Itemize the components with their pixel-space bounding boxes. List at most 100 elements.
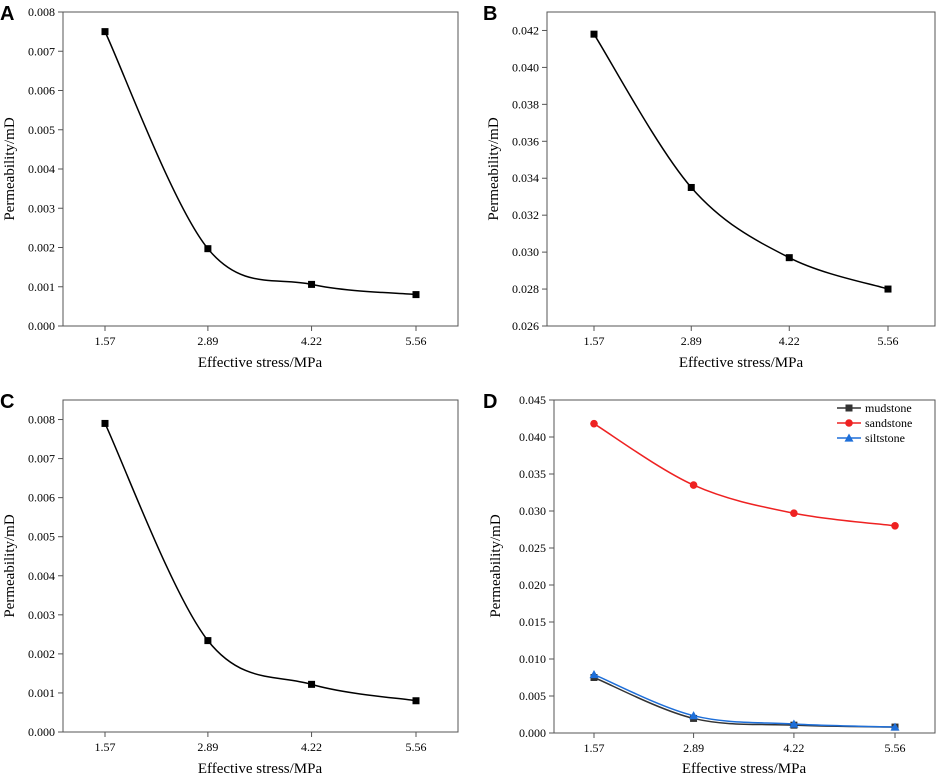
y-tick-label-b: 0.038 — [512, 97, 539, 111]
data-point-sandstone-b — [785, 254, 793, 262]
panel-label-a: A — [0, 3, 14, 25]
data-point-sandstone-d — [590, 419, 598, 428]
chart-b: 0.026 0.028 0.030 0.032 0.034 0.036 0.038 0.040… — [512, 23, 899, 348]
y-tick-label-b: 0.030 — [512, 245, 539, 259]
x-tick-label-a: 2.89 — [197, 334, 218, 348]
y-tick-label-d: 0.000 — [519, 726, 546, 740]
y-tick-label-a: 0.006 — [28, 84, 55, 98]
data-point-sandstone-b — [884, 285, 892, 293]
data-point-siltstone-c — [101, 419, 109, 427]
y-tick-label-c: 0.001 — [28, 686, 55, 700]
y-tick-label-c: 0.000 — [28, 725, 55, 739]
legend-label-sandstone: sandstone — [865, 416, 912, 430]
data-point-siltstone-d — [689, 711, 699, 720]
y-tick-label-b: 0.032 — [512, 208, 539, 222]
plot-area-c — [62, 399, 459, 733]
y-axis-title-a: Permeability/mD — [2, 117, 18, 220]
x-axis-title-c: Effective stress/MPa — [198, 761, 323, 774]
series-line-sandstone-d — [593, 423, 896, 527]
legend-label-siltstone: siltstone — [865, 431, 905, 445]
x-tick-label-c: 2.89 — [197, 740, 218, 754]
x-tick-label-c: 5.56 — [406, 740, 427, 754]
x-tick-label-c: 4.22 — [301, 740, 322, 754]
y-tick-label-d: 0.035 — [519, 467, 546, 481]
y-axis-title-c: Permeability/mD — [2, 514, 18, 617]
x-tick-label-b: 4.22 — [779, 334, 800, 348]
x-tick-label-d: 2.89 — [683, 741, 704, 755]
y-tick-label-d: 0.020 — [519, 578, 546, 592]
plot-area-d — [553, 399, 936, 734]
panel-label-c: C — [0, 391, 14, 413]
panel-label-d: D — [483, 391, 497, 413]
series-line-siltstone-d — [593, 673, 896, 728]
data-point-mudstone-a — [412, 291, 420, 299]
data-point-siltstone-c — [412, 697, 420, 705]
x-tick-label-a: 5.56 — [406, 334, 427, 348]
y-tick-label-b: 0.036 — [512, 134, 539, 148]
panel-a: A 0.0000.0010.0020.0030.0040.0050.0060.0… — [0, 3, 459, 371]
plot-area-b — [546, 11, 936, 327]
y-tick-label-c: 0.007 — [28, 452, 55, 466]
y-tick-label-a: 0.008 — [28, 5, 55, 19]
y-tick-label-b: 0.026 — [512, 319, 539, 333]
y-tick-label-b: 0.028 — [512, 282, 539, 296]
x-tick-label-d: 5.56 — [885, 741, 906, 755]
panel-c: C 0.0000.0010.0020.0030.0040.0050.0060.0… — [0, 391, 459, 774]
legend-marker-siltstone — [844, 433, 854, 442]
legend-marker-mudstone — [845, 404, 853, 412]
y-tick-label-c: 0.006 — [28, 491, 55, 505]
y-tick-label-c: 0.004 — [28, 569, 55, 583]
data-point-siltstone-d — [890, 722, 900, 731]
y-axis-title-d: Permeability/mD — [488, 514, 504, 617]
data-point-siltstone-d — [789, 719, 799, 728]
y-tick-label-d: 0.005 — [519, 689, 546, 703]
y-tick-label-b: 0.040 — [512, 60, 539, 74]
x-tick-label-a: 1.57 — [95, 334, 116, 348]
y-tick-label-d: 0.040 — [519, 430, 546, 444]
y-tick-label-d: 0.015 — [519, 615, 546, 629]
data-point-sandstone-b — [687, 183, 695, 191]
data-point-mudstone-a — [101, 28, 109, 36]
y-tick-label-a: 0.003 — [28, 201, 55, 215]
data-point-siltstone-c — [204, 637, 212, 645]
y-tick-label-b: 0.034 — [512, 171, 539, 185]
y-axis-title-b: Permeability/mD — [486, 117, 502, 220]
series-line-mudstone-d — [593, 676, 896, 728]
data-point-mudstone-a — [204, 245, 212, 253]
chart-a: 0.000 0.001 0.002 0.003 0.004 0.005 0.006 0.007… — [28, 5, 427, 348]
y-tick-label-c: 0.008 — [28, 413, 55, 427]
series-line-siltstone-c — [104, 423, 417, 702]
y-tick-label-c: 0.002 — [28, 647, 55, 661]
y-tick-label-a: 0.001 — [28, 280, 55, 294]
x-tick-label-d: 1.57 — [584, 741, 605, 755]
y-tick-label-a: 0.002 — [28, 241, 55, 255]
legend-label-mudstone: mudstone — [865, 401, 912, 415]
series-line-sandstone-b — [593, 33, 889, 290]
y-tick-label-c: 0.003 — [28, 608, 55, 622]
data-point-mudstone-a — [308, 280, 316, 288]
data-point-siltstone-c — [308, 680, 316, 688]
x-tick-label-b: 1.57 — [584, 334, 605, 348]
y-tick-label-d: 0.025 — [519, 541, 546, 555]
x-axis-title-b: Effective stress/MPa — [679, 355, 804, 371]
data-point-sandstone-d — [790, 509, 798, 518]
x-tick-label-a: 4.22 — [301, 334, 322, 348]
data-point-sandstone-d — [891, 522, 899, 530]
panel-label-b: B — [483, 3, 497, 25]
chart-c: 0.000 0.001 0.002 0.003 0.004 0.005 0.006 0.007… — [28, 413, 427, 754]
x-tick-label-b: 5.56 — [878, 334, 899, 348]
chart-d: 0.000 0.005 0.010 0.015 0.020 0.025 0.030 0.035… — [519, 393, 906, 755]
x-tick-label-c: 1.57 — [95, 740, 116, 754]
x-axis-title-a: Effective stress/MPa — [198, 355, 323, 371]
data-point-sandstone-b — [590, 30, 598, 38]
x-tick-label-b: 2.89 — [681, 334, 702, 348]
y-tick-label-a: 0.004 — [28, 162, 55, 176]
y-tick-label-a: 0.005 — [28, 123, 55, 137]
data-point-sandstone-d — [689, 481, 698, 489]
y-tick-label-a: 0.007 — [28, 44, 55, 58]
y-tick-label-b: 0.042 — [512, 23, 539, 37]
y-tick-label-d: 0.010 — [519, 652, 546, 666]
panel-b: B 0.0260.0280.0300.0320.0340.0360.0380.0… — [483, 3, 936, 371]
